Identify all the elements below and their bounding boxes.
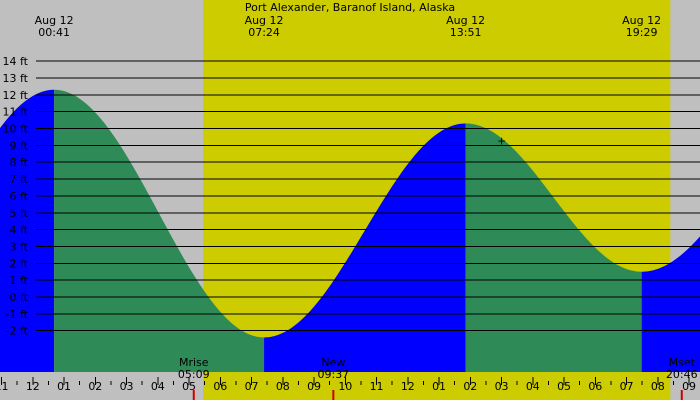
hour-tick-label: 12	[26, 380, 40, 393]
chart-title: Port Alexander, Baranof Island, Alaska	[245, 1, 455, 14]
hour-tick-label: 07	[245, 380, 259, 393]
tide-time-label: 00:41	[38, 26, 70, 39]
falling-tide-segment	[54, 89, 265, 373]
y-tick-label: 14 ft	[3, 55, 29, 68]
x-axis-ticks	[1, 377, 690, 385]
rising-tide-segment	[641, 236, 700, 372]
hour-tick-label: 11	[370, 380, 384, 393]
plus-marker: +	[497, 134, 506, 147]
hour-tick-label: 03	[495, 380, 509, 393]
y-tick-label: 1 ft	[10, 274, 29, 287]
hour-tick-label: 01	[432, 380, 446, 393]
hour-tick-label: 04	[526, 380, 540, 393]
event-name-label: New	[321, 356, 345, 369]
tide-time-label: 13:51	[450, 26, 482, 39]
y-tick-label: 4 ft	[10, 224, 29, 237]
y-tick-label: 0 ft	[10, 291, 29, 304]
hour-tick-label: 09	[307, 380, 321, 393]
tide-date-label: Aug 12	[622, 14, 661, 27]
hour-tick-label: 05	[182, 380, 196, 393]
tide-time-label: 19:29	[626, 26, 658, 39]
tide-date-label: Aug 12	[35, 14, 74, 27]
tide-date-label: Aug 12	[446, 14, 485, 27]
event-time-label: 09:37	[317, 368, 349, 381]
tide-area	[0, 89, 700, 373]
y-tick-label: 3 ft	[10, 240, 29, 253]
y-tick-label: 12 ft	[3, 89, 29, 102]
event-name-label: Mrise	[179, 356, 209, 369]
gridlines	[36, 60, 700, 332]
tide-time-label: 07:24	[248, 26, 280, 39]
y-tick-label: 11 ft	[3, 106, 29, 119]
y-tick-label: 13 ft	[3, 72, 29, 85]
hour-tick-label: 07	[620, 380, 634, 393]
y-tick-label: 7 ft	[10, 173, 29, 186]
event-name-label: Mset	[669, 356, 696, 369]
hour-tick-label: 02	[88, 380, 102, 393]
hour-tick-label: 08	[276, 380, 290, 393]
y-tick-label: 5 ft	[10, 207, 29, 220]
y-axis-labels: 14 ft 13 ft 12 ft 11 ft 10 ft 9 ft 8 ft 7 ft 6 f…	[3, 55, 29, 338]
hour-tick-label: 12	[401, 380, 415, 393]
y-tick-label: -1 ft	[6, 308, 29, 321]
hour-tick-label: 03	[120, 380, 134, 393]
hour-tick-label: 08	[651, 380, 665, 393]
hour-tick-label: 06	[588, 380, 602, 393]
hour-tick-label: 09	[682, 380, 696, 393]
hour-tick-label: 10	[338, 380, 352, 393]
y-tick-label: -2 ft	[6, 325, 29, 338]
y-tick-label: 10 ft	[3, 123, 29, 136]
hour-tick-label: 02	[463, 380, 477, 393]
hour-tick-label: 01	[57, 380, 71, 393]
y-tick-label: 2 ft	[10, 257, 29, 270]
event-time-label: 20:46	[666, 368, 698, 381]
falling-tide-segment	[465, 123, 642, 372]
x-axis-labels: 11 12 01 02 03 04 05 06 07 08 09 10 11 12 01 02 03 04 05 06…	[0, 380, 696, 393]
rising-tide-segment	[264, 123, 466, 372]
rising-tide-segment	[0, 89, 55, 373]
y-tick-label: 6 ft	[10, 190, 29, 203]
hour-tick-label: 04	[151, 380, 165, 393]
y-tick-label: 9 ft	[10, 139, 29, 152]
tide-date-label: Aug 12	[245, 14, 284, 27]
hour-tick-label: 06	[213, 380, 227, 393]
hour-tick-label: 11	[0, 380, 9, 393]
hour-tick-label: 05	[557, 380, 571, 393]
y-tick-label: 8 ft	[10, 156, 29, 169]
event-time-label: 05:09	[178, 368, 210, 381]
